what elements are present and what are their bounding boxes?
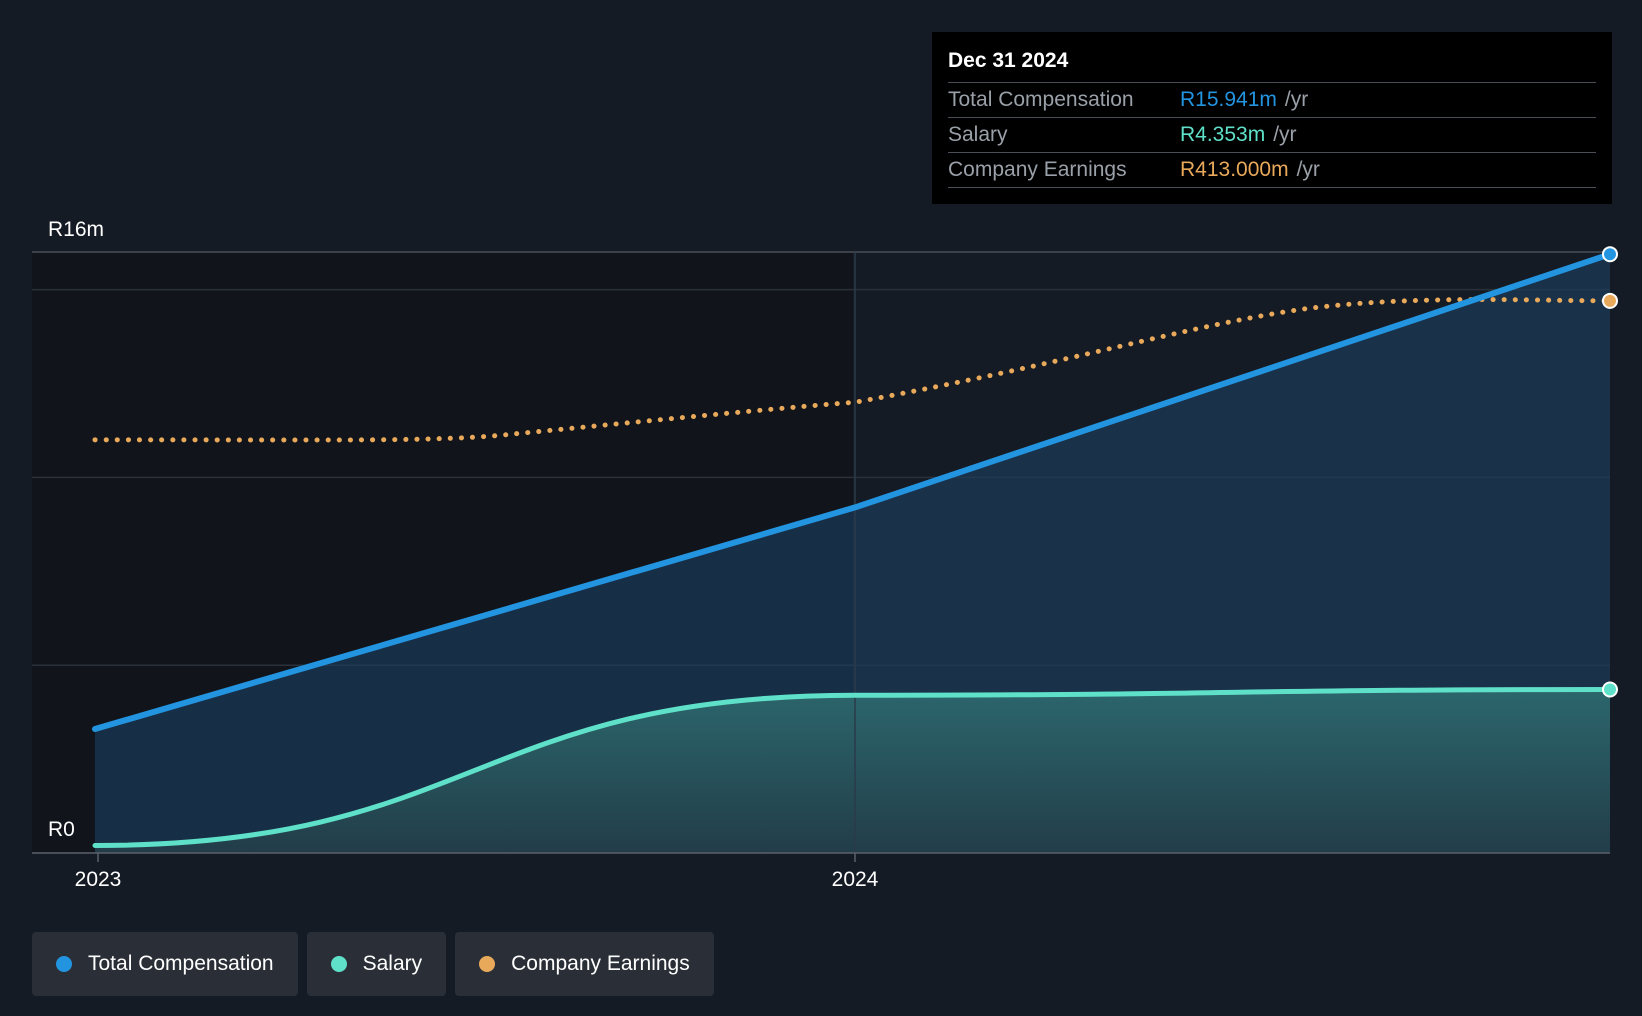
tooltip-value-salary: R4.353m bbox=[1180, 118, 1265, 152]
company-earnings-end-marker[interactable] bbox=[1603, 294, 1617, 308]
salary-end-marker[interactable] bbox=[1603, 682, 1617, 696]
chart-legend: Total Compensation Salary Company Earnin… bbox=[32, 932, 714, 996]
tooltip-label: Salary bbox=[948, 118, 1180, 152]
tooltip-label: Company Earnings bbox=[948, 153, 1180, 187]
legend-label: Salary bbox=[363, 952, 423, 976]
tooltip-row-earnings: Company Earnings R413.000m /yr bbox=[948, 153, 1596, 188]
y-label-bottom: R0 bbox=[48, 818, 75, 841]
tooltip-unit: /yr bbox=[1297, 153, 1320, 187]
legend-label: Company Earnings bbox=[511, 952, 690, 976]
tooltip-row-salary: Salary R4.353m /yr bbox=[948, 118, 1596, 153]
total-compensation-end-marker[interactable] bbox=[1603, 247, 1617, 261]
tooltip-row-total: Total Compensation R15.941m /yr bbox=[948, 83, 1596, 118]
legend-label: Total Compensation bbox=[88, 952, 274, 976]
y-label-top: R16m bbox=[48, 218, 104, 241]
legend-company-earnings[interactable]: Company Earnings bbox=[455, 932, 714, 996]
x-label-2024: 2024 bbox=[832, 868, 879, 891]
tooltip-value-total: R15.941m bbox=[1180, 83, 1277, 117]
legend-dot-icon bbox=[56, 956, 72, 972]
legend-dot-icon bbox=[479, 956, 495, 972]
tooltip-date: Dec 31 2024 bbox=[948, 46, 1596, 83]
x-label-2023: 2023 bbox=[75, 868, 122, 891]
legend-salary[interactable]: Salary bbox=[307, 932, 447, 996]
tooltip-label: Total Compensation bbox=[948, 83, 1180, 117]
tooltip-unit: /yr bbox=[1285, 83, 1308, 117]
legend-total-compensation[interactable]: Total Compensation bbox=[32, 932, 298, 996]
tooltip-value-earnings: R413.000m bbox=[1180, 153, 1289, 187]
tooltip-unit: /yr bbox=[1273, 118, 1296, 152]
hover-tooltip: Dec 31 2024 Total Compensation R15.941m … bbox=[932, 32, 1612, 204]
legend-dot-icon bbox=[331, 956, 347, 972]
